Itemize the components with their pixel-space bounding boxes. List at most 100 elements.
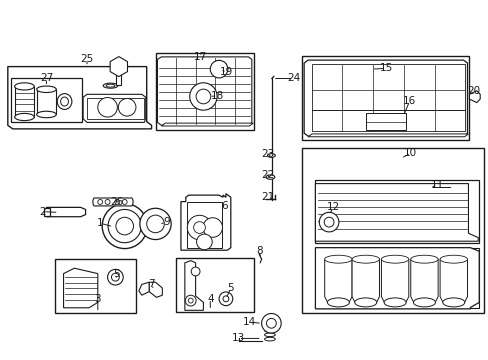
Bar [302, 56, 468, 140]
Polygon shape [149, 282, 162, 297]
Circle shape [203, 218, 222, 237]
Circle shape [102, 204, 147, 248]
Text: 25: 25 [80, 54, 94, 64]
Polygon shape [365, 113, 405, 130]
Circle shape [189, 83, 217, 110]
Text: 6: 6 [221, 201, 228, 211]
Polygon shape [63, 268, 98, 308]
Bar [186, 202, 222, 248]
Polygon shape [184, 261, 203, 310]
Text: 3: 3 [94, 294, 101, 304]
Polygon shape [315, 248, 478, 309]
Polygon shape [315, 184, 477, 241]
Circle shape [223, 296, 228, 302]
Circle shape [111, 273, 119, 281]
Circle shape [185, 295, 196, 306]
Ellipse shape [354, 298, 376, 307]
Circle shape [146, 215, 164, 233]
Text: 5: 5 [227, 283, 234, 293]
Text: 7: 7 [148, 279, 155, 289]
Bar [155, 53, 254, 130]
Polygon shape [83, 94, 145, 122]
Text: 1: 1 [97, 218, 103, 228]
Ellipse shape [37, 86, 56, 93]
Text: 15: 15 [379, 63, 392, 73]
Text: 13: 13 [231, 333, 245, 343]
Circle shape [98, 98, 117, 117]
Text: 22: 22 [261, 170, 274, 180]
Circle shape [118, 99, 136, 116]
Polygon shape [37, 89, 56, 114]
Text: 16: 16 [402, 96, 416, 106]
Polygon shape [8, 67, 151, 129]
Ellipse shape [106, 84, 115, 87]
Polygon shape [351, 259, 379, 302]
Text: 20: 20 [466, 86, 479, 96]
Circle shape [105, 199, 110, 204]
Polygon shape [410, 259, 437, 302]
Polygon shape [161, 123, 253, 126]
Bar [44, 208, 50, 216]
Text: 8: 8 [255, 246, 262, 256]
Polygon shape [324, 259, 351, 302]
Bar [116, 68, 121, 85]
Polygon shape [315, 180, 478, 243]
Text: 2: 2 [40, 207, 46, 217]
Polygon shape [139, 282, 149, 295]
Text: 11: 11 [430, 180, 444, 190]
Circle shape [266, 318, 276, 328]
Ellipse shape [15, 113, 34, 121]
Circle shape [193, 222, 205, 233]
Text: 10: 10 [404, 148, 416, 158]
Circle shape [191, 267, 200, 276]
Ellipse shape [265, 175, 274, 179]
Polygon shape [304, 60, 467, 136]
Ellipse shape [351, 255, 379, 263]
Text: 18: 18 [210, 91, 224, 101]
Polygon shape [46, 207, 85, 217]
Bar [176, 258, 254, 312]
Circle shape [196, 89, 210, 104]
Ellipse shape [267, 154, 275, 157]
Polygon shape [157, 57, 251, 125]
Text: 12: 12 [326, 202, 340, 212]
Text: 23: 23 [261, 149, 274, 159]
Polygon shape [181, 194, 230, 250]
Circle shape [140, 208, 171, 239]
Circle shape [188, 298, 193, 303]
Bar [55, 259, 136, 313]
Ellipse shape [324, 255, 351, 263]
Ellipse shape [103, 83, 118, 88]
Text: 19: 19 [220, 67, 233, 77]
Ellipse shape [410, 255, 437, 263]
Ellipse shape [439, 255, 467, 263]
Text: 9: 9 [163, 217, 169, 228]
Text: 27: 27 [40, 73, 53, 84]
Polygon shape [307, 134, 468, 137]
Bar [87, 98, 144, 119]
Text: 21: 21 [261, 192, 274, 202]
Circle shape [219, 292, 232, 306]
Circle shape [98, 199, 102, 204]
Polygon shape [317, 248, 478, 308]
Circle shape [108, 210, 141, 243]
Ellipse shape [381, 255, 408, 263]
Ellipse shape [37, 111, 56, 118]
Circle shape [187, 215, 211, 240]
Polygon shape [381, 259, 408, 302]
Polygon shape [468, 91, 479, 103]
Bar [311, 64, 464, 131]
Circle shape [324, 217, 333, 227]
Polygon shape [93, 198, 133, 206]
Polygon shape [15, 86, 34, 117]
Circle shape [196, 234, 212, 250]
Text: 5: 5 [113, 269, 120, 279]
Ellipse shape [15, 83, 34, 90]
Text: 24: 24 [286, 73, 300, 84]
Ellipse shape [442, 298, 464, 307]
Polygon shape [439, 259, 467, 302]
Ellipse shape [412, 298, 435, 307]
Text: 4: 4 [206, 294, 213, 304]
Ellipse shape [57, 94, 72, 109]
Ellipse shape [327, 298, 348, 307]
